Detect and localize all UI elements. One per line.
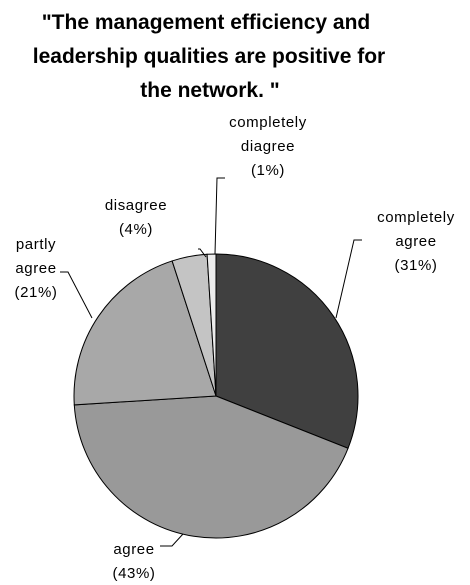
chart-title-line-2: leadership qualities are positive for	[33, 45, 385, 68]
leader-line-agree	[160, 533, 184, 547]
leader-lines	[60, 177, 362, 547]
leader-line-completely-agree	[335, 239, 362, 319]
slice-label-line: (4%)	[119, 221, 153, 238]
pie-slice-partly-agree	[73, 260, 217, 406]
pie-slice-completely-diagree	[206, 253, 217, 397]
slice-label-completely-agree: completely agree (31%)	[377, 209, 455, 274]
leader-line-disagree	[198, 248, 207, 258]
slice-label-line: partly	[16, 236, 56, 253]
leader-line-completely-diagree	[214, 177, 225, 255]
chart-title-line-3: the network. "	[140, 79, 279, 102]
slice-label-line: agree	[395, 233, 436, 250]
slice-label-line: diagree	[241, 138, 295, 155]
leader-line-partly-agree	[60, 271, 93, 319]
slice-label-line: (31%)	[394, 257, 437, 274]
slice-label-line: (1%)	[251, 162, 285, 179]
slice-label-agree: agree (43%)	[112, 541, 155, 582]
chart-title: "The management efficiency and leadershi…	[33, 11, 385, 102]
pie-slices	[73, 253, 359, 539]
slice-labels: completely agree (31%) agree (43%) partly agre…	[14, 114, 454, 582]
pie-slice-completely-agree	[215, 253, 359, 449]
slice-label-line: disagree	[105, 197, 167, 214]
chart-title-line-1: "The management efficiency and	[42, 11, 371, 34]
slice-label-line: (43%)	[112, 565, 155, 582]
slice-label-partly-agree: partly agree (21%)	[14, 236, 57, 301]
slice-label-completely-diagree: completely diagree (1%)	[229, 114, 307, 179]
pie-slice-agree	[73, 395, 349, 539]
slice-label-disagree: disagree (4%)	[105, 197, 167, 238]
slice-label-line: completely	[377, 209, 455, 226]
slice-label-line: completely	[229, 114, 307, 131]
slice-label-line: agree	[15, 260, 56, 277]
slice-label-line: (21%)	[14, 284, 57, 301]
slice-label-line: agree	[113, 541, 154, 558]
